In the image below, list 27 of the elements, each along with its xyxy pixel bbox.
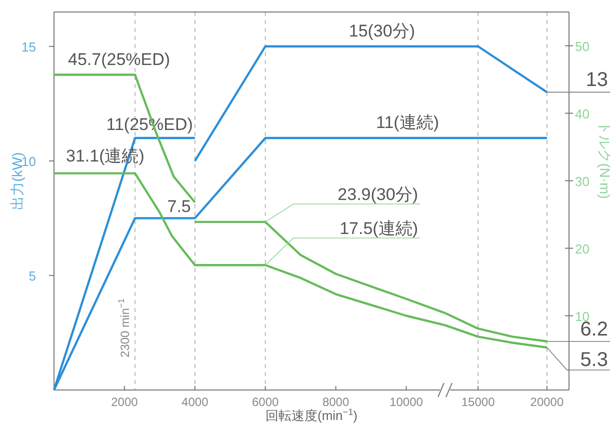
y-tick-label: 5 bbox=[28, 268, 36, 284]
y2-tick-label: 50 bbox=[575, 38, 590, 54]
y-tick-label: 15 bbox=[22, 39, 36, 54]
y2-tick-label: 30 bbox=[575, 174, 590, 189]
value-label: 17.5(連続) bbox=[264, 219, 420, 266]
data-label: 17.5(連続) bbox=[340, 219, 418, 238]
value-label: 11(連続) bbox=[376, 113, 439, 132]
y-axis-title: 出力(kW) bbox=[9, 152, 25, 210]
value-label: 13 bbox=[546, 69, 610, 93]
x-tick-label: 2000 bbox=[111, 395, 138, 409]
data-label: 23.9(30分) bbox=[338, 185, 418, 204]
data-label: 5.3 bbox=[580, 349, 608, 371]
x-tick-label: 20000 bbox=[530, 395, 564, 409]
y2-axis-title: トルク(N·m) bbox=[597, 121, 613, 199]
x-tick-label: 4000 bbox=[182, 395, 209, 409]
x-tick-label: 8000 bbox=[322, 395, 350, 409]
value-label: 7.5 bbox=[167, 197, 191, 216]
value-label: 5.3 bbox=[546, 347, 610, 371]
value-label: 45.7(25%ED) bbox=[68, 50, 170, 69]
y2-tick-label: 20 bbox=[575, 241, 590, 256]
x-axis-title: 回転速度(min$^{−1}$) bbox=[266, 407, 358, 423]
x-tick-label: 15000 bbox=[461, 395, 496, 409]
value-label: 15(30分) bbox=[348, 21, 415, 40]
x-tick-label: 10000 bbox=[390, 395, 424, 409]
data-label: 13 bbox=[586, 69, 608, 92]
x-tick-label: 6000 bbox=[252, 395, 280, 409]
y2-tick-label: 40 bbox=[575, 106, 590, 122]
